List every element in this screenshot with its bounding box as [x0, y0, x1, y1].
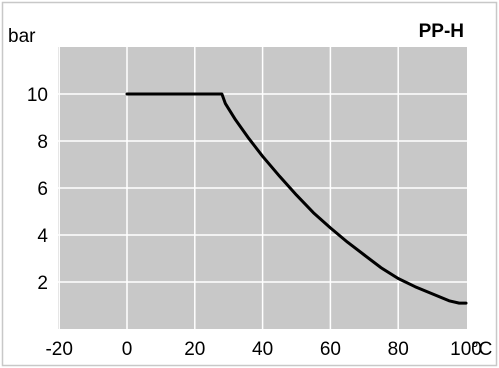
- y-axis-ticks: 2 4 6 8 10: [27, 85, 49, 294]
- x-axis-ticks: -20 0 20 40 60 80 100: [45, 339, 481, 360]
- x-tick-label: 0: [122, 339, 133, 360]
- x-tick-label: 60: [320, 339, 341, 360]
- y-tick-label: 2: [37, 273, 48, 294]
- x-tick-label: 100: [450, 339, 482, 360]
- y-tick-label: 4: [37, 226, 48, 247]
- chart-title: PP-H: [419, 21, 464, 42]
- y-tick-label: 8: [37, 132, 48, 153]
- x-tick-label: 20: [184, 339, 205, 360]
- x-tick-label: -20: [45, 339, 72, 360]
- x-tick-label: 80: [388, 339, 409, 360]
- x-tick-label: 40: [252, 339, 273, 360]
- pressure-curve: [125, 92, 468, 305]
- y-axis-label: bar: [8, 26, 36, 47]
- x-axis-unit: °C: [471, 339, 492, 360]
- data-series: [125, 92, 468, 305]
- y-tick-label: 6: [37, 179, 48, 200]
- y-tick-label: 10: [27, 85, 48, 106]
